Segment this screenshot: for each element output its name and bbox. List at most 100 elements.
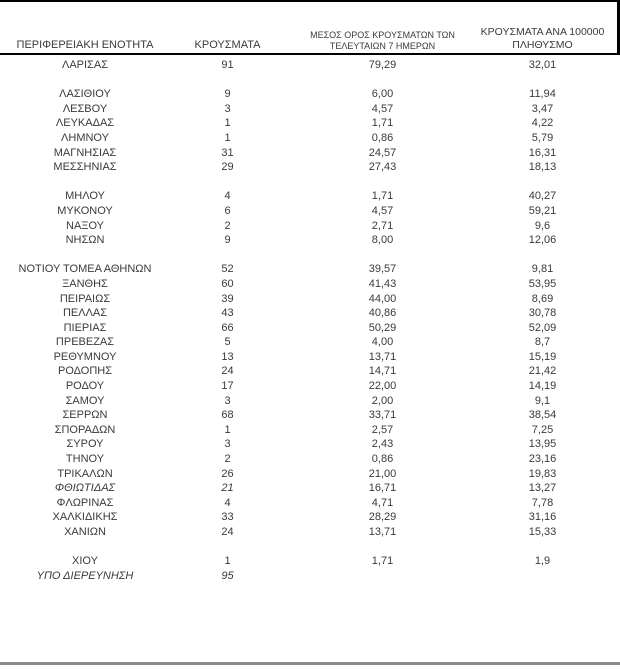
- avg7-cell: 14,71: [368, 365, 397, 378]
- table-row: ΝΑΞΟΥ 2 2,71 9,6: [0, 219, 620, 234]
- avg7-cell: 8,00: [371, 234, 394, 247]
- avg7-cell: 0,86: [371, 453, 394, 466]
- per100k-cell: 18,13: [528, 161, 557, 174]
- avg7-cell: 16,71: [368, 482, 397, 495]
- header-cases-column: ΚΡΟΥΣΜΑΤΑ: [194, 39, 261, 51]
- header-region-column: ΠΕΡΙΦΕΡΕΙΑΚΗ ΕΝΟΤΗΤΑ: [16, 39, 154, 51]
- region-cell: ΠΙΕΡΙΑΣ: [63, 321, 107, 334]
- per100k-cell: 11,94: [529, 88, 556, 101]
- avg7-cell: 28,29: [368, 511, 397, 524]
- table-row: ΣΑΜΟΥ 3 2,00 9,1: [0, 394, 620, 409]
- cases-cell: 13: [221, 350, 234, 363]
- cases-cell: 1: [224, 423, 231, 436]
- avg7-cell: 21,00: [368, 467, 397, 480]
- table-row: ΛΕΣΒΟΥ 3 4,57 3,47: [0, 102, 620, 117]
- region-cell: ΛΗΜΝΟΥ: [61, 131, 109, 144]
- per100k-cell: [480, 569, 605, 584]
- avg7-cell: 40,86: [368, 307, 397, 320]
- cases-cell: 3: [224, 394, 231, 407]
- avg7-cell: 22,00: [368, 380, 397, 393]
- per100k-cell: 13,95: [528, 438, 557, 451]
- region-cell: ΝΑΞΟΥ: [66, 219, 104, 232]
- per100k-cell: 32,01: [528, 59, 557, 71]
- table-spacer-row: [0, 73, 620, 88]
- table-spacer-row: [0, 248, 620, 263]
- header-per100k-column: ΚΡΟΥΣΜΑΤΑ ΑΝΑ 100000 ΠΛΗΘΥΣΜΟ: [480, 26, 605, 51]
- cases-cell: 9: [224, 234, 231, 247]
- per100k-cell: 9,1: [534, 394, 551, 407]
- region-cell: ΦΘΙΩΤΙΔΑΣ: [54, 482, 116, 495]
- table-row: ΜΕΣΣΗΝΙΑΣ 29 27,43 18,13: [0, 160, 620, 175]
- region-cell: ΤΡΙΚΑΛΩΝ: [57, 467, 113, 480]
- cases-cell: 5: [224, 336, 231, 349]
- per100k-cell: 7,78: [531, 496, 554, 509]
- per100k-cell: 59,21: [528, 204, 557, 217]
- cases-cell: 1: [224, 117, 231, 130]
- cases-cell: 1: [224, 555, 231, 568]
- table-row: ΛΕΥΚΑΔΑΣ 1 1,71 4,22: [0, 116, 620, 131]
- avg7-cell: 39,57: [368, 263, 397, 276]
- region-cell: ΛΕΥΚΑΔΑΣ: [55, 117, 115, 130]
- per100k-cell: 13,27: [528, 482, 557, 495]
- table-row: ΧΑΛΚΙΔΙΚΗΣ 33 28,29 31,16: [0, 510, 620, 525]
- header-per100k-line2: ΠΛΗΘΥΣΜΟ: [512, 38, 573, 51]
- region-cell: ΣΥΡΟΥ: [66, 438, 104, 451]
- avg7-cell: 4,71: [371, 496, 394, 509]
- table-row: ΥΠΟ ΔΙΕΡΕΥΝΗΣΗ 95: [0, 569, 620, 584]
- per100k-cell: 7,25: [531, 423, 554, 436]
- header-avg7-column: ΜΕΣΟΣ ΟΡΟΣ ΚΡΟΥΣΜΑΤΩΝ ΤΩΝ ΤΕΛΕΥΤΑΙΩΝ 7 Η…: [285, 30, 480, 51]
- avg7-cell: 6,00: [371, 88, 394, 101]
- per100k-cell: 15,33: [528, 526, 557, 538]
- cases-cell: 3: [224, 102, 231, 115]
- region-cell: ΞΑΝΘΗΣ: [62, 277, 108, 290]
- per100k-cell: 12,06: [528, 234, 557, 247]
- region-cell: ΠΕΛΛΑΣ: [62, 307, 108, 320]
- table-row: ΣΕΡΡΩΝ 68 33,71 38,54: [0, 408, 620, 423]
- avg7-cell: 1,71: [371, 117, 394, 130]
- cases-cell: 39: [221, 292, 234, 305]
- cases-cell: 1: [224, 131, 231, 144]
- table-row: ΧΙΟΥ 1 1,71 1,9: [0, 554, 620, 569]
- per100k-cell: 15,19: [528, 350, 557, 363]
- table-row: ΜΥΚΟΝΟΥ 6 4,57 59,21: [0, 204, 620, 219]
- avg7-cell: 24,57: [368, 146, 397, 159]
- avg7-cell: 4,00: [371, 336, 394, 349]
- region-cell: ΠΡΕΒΕΖΑΣ: [55, 336, 115, 349]
- table-row: ΝΗΣΩΝ 9 8,00 12,06: [0, 233, 620, 248]
- table-row: ΝΟΤΙΟΥ ΤΟΜΕΑ ΑΘΗΝΩΝ 52 39,57 9,81: [0, 262, 620, 277]
- table-row: ΛΑΡΙΣΑΣ 91 79,29 32,01: [0, 58, 620, 73]
- table-row: ΠΕΛΛΑΣ 43 40,86 30,78: [0, 306, 620, 321]
- table-row: ΤΡΙΚΑΛΩΝ 26 21,00 19,83: [0, 467, 620, 482]
- avg7-cell: 33,71: [368, 409, 397, 422]
- table-row: ΤΗΝΟΥ 2 0,86 23,16: [0, 452, 620, 467]
- cases-cell: 29: [221, 161, 234, 174]
- region-cell: ΝΟΤΙΟΥ ΤΟΜΕΑ ΑΘΗΝΩΝ: [18, 263, 152, 276]
- per100k-cell: 1,9: [534, 555, 551, 568]
- table-row: ΦΛΩΡΙΝΑΣ 4 4,71 7,78: [0, 496, 620, 511]
- cases-cell: 9: [224, 88, 231, 101]
- table-row: ΜΗΛΟΥ 4 1,71 40,27: [0, 189, 620, 204]
- avg7-cell: 4,57: [371, 102, 394, 115]
- table-row: ΞΑΝΘΗΣ 60 41,43 53,95: [0, 277, 620, 292]
- region-cell: ΦΛΩΡΙΝΑΣ: [56, 496, 114, 509]
- table-row: ΦΘΙΩΤΙΔΑΣ 21 16,71 13,27: [0, 481, 620, 496]
- cases-cell: 2: [224, 219, 231, 232]
- per100k-cell: 4,22: [531, 117, 554, 130]
- per100k-cell: 21,42: [528, 365, 557, 378]
- table-header-row: ΠΕΡΙΦΕΡΕΙΑΚΗ ΕΝΟΤΗΤΑ ΚΡΟΥΣΜΑΤΑ ΜΕΣΟΣ ΟΡΟ…: [0, 2, 620, 55]
- avg7-cell: 0,86: [371, 131, 394, 144]
- region-cell: ΥΠΟ ΔΙΕΡΕΥΝΗΣΗ: [36, 569, 134, 582]
- per100k-cell: 5,79: [531, 131, 554, 144]
- cases-cell: 52: [221, 263, 234, 276]
- per100k-cell: 19,83: [528, 467, 557, 480]
- region-cell: ΡΟΔΟΠΗΣ: [57, 365, 113, 378]
- region-cell: ΛΕΣΒΟΥ: [62, 102, 108, 115]
- region-cell: ΝΗΣΩΝ: [65, 234, 105, 247]
- per100k-cell: 8,69: [531, 292, 554, 305]
- per100k-cell: 8,7: [534, 336, 551, 349]
- region-cell: ΤΗΝΟΥ: [65, 453, 105, 466]
- avg7-cell: 50,29: [368, 321, 397, 334]
- header-avg7-line1: ΜΕΣΟΣ ΟΡΟΣ ΚΡΟΥΣΜΑΤΩΝ ΤΩΝ: [310, 30, 455, 40]
- cases-cell: 33: [221, 511, 234, 524]
- avg7-cell: 13,71: [368, 350, 397, 363]
